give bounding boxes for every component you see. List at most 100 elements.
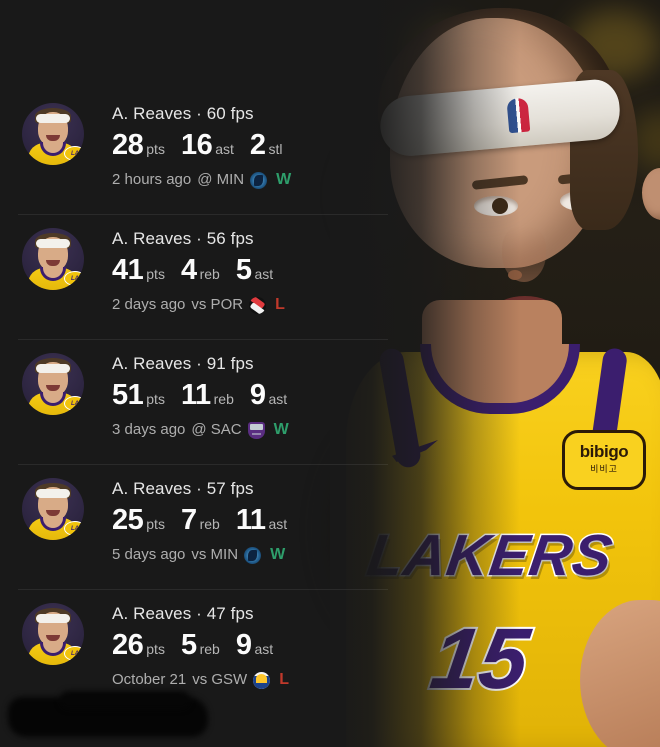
warriors-logo-icon (253, 671, 271, 689)
stat-value: 25 (112, 504, 144, 536)
row-divider (18, 464, 388, 465)
game-date: October 21 (112, 671, 187, 688)
stat-item: 41 pts (112, 253, 165, 291)
stat-line: 41 pts 4 reb 5 ast (112, 253, 392, 291)
lakers-logo-icon: LA (64, 396, 84, 411)
stat-item: 11 ast (236, 503, 287, 541)
stat-value: 9 (235, 629, 252, 661)
player-name: A. Reaves (112, 354, 192, 373)
stat-value: 26 (112, 629, 144, 661)
player-name: A. Reaves (112, 479, 192, 498)
game-location: @ SAC (191, 421, 242, 438)
row-title: A. Reaves · 47 fps (112, 602, 392, 626)
stat-label: ast (215, 141, 234, 157)
game-row[interactable]: LA A. Reaves · 56 fps 41 pts 4 reb 5 ast 2 … (0, 215, 400, 340)
stat-item: 51 pts (112, 378, 165, 416)
game-meta: October 21 vs GSW L (112, 669, 392, 691)
lakers-logo-icon: LA (64, 646, 84, 661)
stat-item: 2 stl (250, 128, 283, 166)
stat-value: 2 (249, 129, 266, 161)
stat-value: 5 (180, 629, 197, 661)
separator: · (196, 104, 202, 123)
game-date: 5 days ago (112, 546, 186, 563)
stat-label: reb (199, 641, 220, 657)
kings-logo-icon (247, 421, 265, 439)
stat-line: 51 pts 11 reb 9 ast (112, 378, 392, 416)
separator: · (196, 354, 202, 373)
game-row[interactable]: LA A. Reaves · 60 fps 28 pts 16 ast 2 stl 2… (0, 90, 400, 215)
stat-line: 26 pts 5 reb 9 ast (112, 628, 392, 666)
stat-item: 25 pts (112, 503, 165, 541)
row-title: A. Reaves · 91 fps (112, 352, 392, 376)
stat-label: ast (254, 266, 274, 282)
row-divider (18, 589, 388, 590)
lakers-logo-icon: LA (64, 521, 84, 536)
stat-value: 41 (112, 254, 144, 286)
trail-blazers-logo-icon (249, 296, 267, 314)
stat-value: 4 (180, 254, 197, 286)
separator: · (196, 604, 202, 623)
avatar: LA (22, 103, 84, 165)
game-row[interactable]: LA A. Reaves · 91 fps 51 pts 11 reb 9 ast 3… (0, 340, 400, 465)
fps-value: 57 fps (206, 479, 254, 498)
game-location: @ MIN (197, 171, 245, 188)
separator: · (196, 229, 202, 248)
game-location: vs POR (191, 296, 244, 313)
stat-label: pts (146, 266, 165, 282)
game-row[interactable]: LA A. Reaves · 47 fps 26 pts 5 reb 9 ast Oc… (0, 590, 400, 715)
fps-value: 60 fps (206, 104, 254, 123)
game-location: vs GSW (192, 671, 248, 688)
row-divider (18, 214, 388, 215)
stat-line: 25 pts 7 reb 11 ast (112, 503, 392, 541)
avatar: LA (22, 603, 84, 665)
stat-item: 4 reb (181, 253, 220, 291)
stat-value: 11 (180, 379, 211, 411)
stat-value: 11 (235, 504, 266, 536)
stat-item: 5 ast (236, 253, 273, 291)
stat-value: 16 (180, 129, 213, 161)
stat-value: 7 (180, 504, 197, 536)
stat-item: 16 ast (181, 128, 234, 166)
stat-line: 28 pts 16 ast 2 stl (112, 128, 392, 166)
sponsor-patch: bibigo 비비고 (562, 430, 646, 490)
game-result: W (273, 421, 289, 438)
stat-label: reb (213, 391, 234, 407)
timberwolves-logo-icon (244, 546, 262, 564)
stat-label: ast (268, 391, 288, 407)
row-title: A. Reaves · 57 fps (112, 477, 392, 501)
fps-value: 47 fps (206, 604, 254, 623)
lakers-logo-icon: LA (64, 146, 84, 161)
game-date: 2 days ago (112, 296, 186, 313)
stat-item: 28 pts (112, 128, 165, 166)
timberwolves-logo-icon (250, 171, 268, 189)
stat-item: 7 reb (181, 503, 220, 541)
sponsor-patch-sublabel: 비비고 (590, 464, 618, 474)
game-row[interactable]: LA A. Reaves · 57 fps 25 pts 7 reb 11 ast 5… (0, 465, 400, 590)
game-meta: 2 days ago vs POR L (112, 294, 392, 316)
fps-value: 91 fps (206, 354, 254, 373)
stat-label: pts (146, 141, 165, 157)
sponsor-patch-label: bibigo (579, 442, 629, 461)
stat-item: 5 reb (181, 628, 220, 666)
photo-left-fade (330, 0, 520, 747)
player-name: A. Reaves (112, 229, 192, 248)
stat-label: pts (146, 516, 165, 532)
row-divider (18, 339, 388, 340)
game-meta: 3 days ago @ SAC W (112, 419, 392, 441)
stat-item: 9 ast (236, 628, 273, 666)
stat-item: 26 pts (112, 628, 165, 666)
lakers-logo-icon: LA (64, 271, 84, 286)
stat-label: pts (146, 641, 165, 657)
game-result: L (275, 296, 285, 313)
stat-value: 9 (249, 379, 266, 411)
player-ear (642, 168, 660, 220)
player-name: A. Reaves (112, 104, 192, 123)
stat-value: 28 (112, 129, 144, 161)
stat-label: ast (254, 641, 274, 657)
stat-item: 9 ast (250, 378, 287, 416)
game-result: L (279, 671, 289, 688)
stat-label: reb (199, 516, 220, 532)
game-result: W (270, 546, 286, 563)
stat-label: ast (268, 516, 288, 532)
